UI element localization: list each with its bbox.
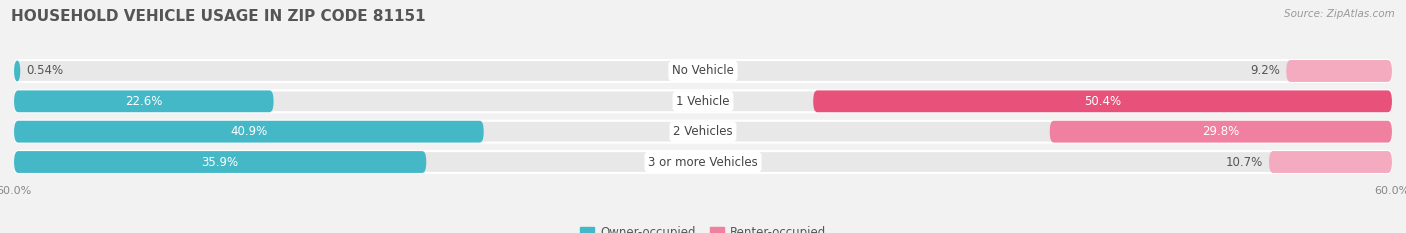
FancyBboxPatch shape [1286, 60, 1392, 82]
Text: 40.9%: 40.9% [231, 125, 267, 138]
Text: 9.2%: 9.2% [1251, 65, 1281, 78]
Text: 10.7%: 10.7% [1226, 155, 1264, 168]
FancyBboxPatch shape [14, 90, 1392, 112]
Legend: Owner-occupied, Renter-occupied: Owner-occupied, Renter-occupied [575, 221, 831, 233]
FancyBboxPatch shape [14, 121, 1392, 143]
Text: 0.54%: 0.54% [25, 65, 63, 78]
FancyBboxPatch shape [14, 151, 426, 173]
FancyBboxPatch shape [14, 151, 1392, 173]
Text: 2 Vehicles: 2 Vehicles [673, 125, 733, 138]
Text: 50.4%: 50.4% [1084, 95, 1121, 108]
Text: 35.9%: 35.9% [201, 155, 239, 168]
FancyBboxPatch shape [14, 121, 484, 143]
FancyBboxPatch shape [14, 60, 1392, 82]
FancyBboxPatch shape [1050, 121, 1392, 143]
Text: HOUSEHOLD VEHICLE USAGE IN ZIP CODE 81151: HOUSEHOLD VEHICLE USAGE IN ZIP CODE 8115… [11, 9, 426, 24]
Text: 1 Vehicle: 1 Vehicle [676, 95, 730, 108]
Text: 22.6%: 22.6% [125, 95, 163, 108]
Text: 3 or more Vehicles: 3 or more Vehicles [648, 155, 758, 168]
FancyBboxPatch shape [14, 60, 20, 82]
Text: 29.8%: 29.8% [1202, 125, 1240, 138]
FancyBboxPatch shape [813, 90, 1392, 112]
FancyBboxPatch shape [14, 90, 274, 112]
FancyBboxPatch shape [1270, 151, 1392, 173]
Text: Source: ZipAtlas.com: Source: ZipAtlas.com [1284, 9, 1395, 19]
Text: No Vehicle: No Vehicle [672, 65, 734, 78]
